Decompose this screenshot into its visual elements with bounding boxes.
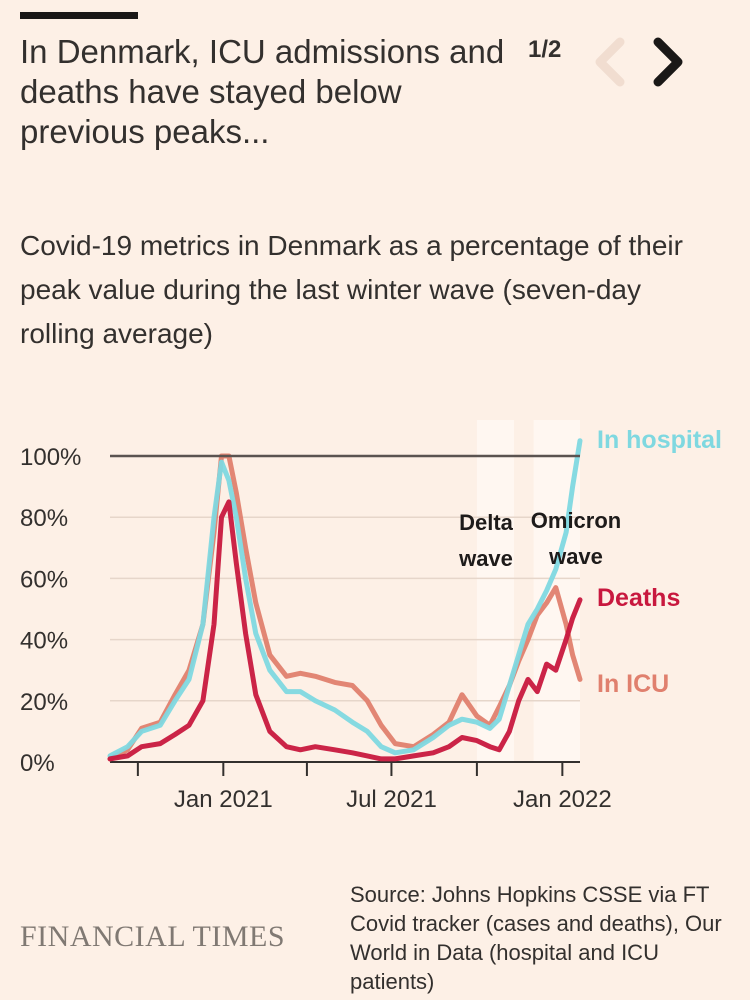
y-tick-label: 100% (20, 444, 81, 471)
wave-annotation-text: wave (548, 544, 603, 569)
x-tick-label: Jan 2021 (174, 786, 273, 813)
wave-annotation-text: wave (458, 546, 513, 571)
y-tick-label: 40% (20, 628, 68, 655)
chevron-left-icon[interactable] (590, 34, 630, 90)
page-indicator: 1/2 (528, 36, 562, 63)
series-label-deaths: Deaths (597, 584, 680, 612)
y-tick-label: 0% (20, 750, 55, 777)
y-tick-labels: 0% 20% 40% 60% 80% 100% (20, 444, 81, 777)
y-tick-label: 80% (20, 505, 68, 532)
wave-band-0 (476, 420, 515, 762)
y-tick-label: 20% (20, 689, 68, 716)
chevron-right-icon[interactable] (648, 34, 688, 90)
wave-annotation-text: Omicron (531, 508, 621, 533)
series-labels: In hospital In ICU Deaths (597, 426, 722, 698)
series-label-icu: In ICU (597, 670, 669, 698)
series-label-hospital: In hospital (597, 426, 722, 454)
ft-logo: FINANCIAL TIMES (20, 920, 286, 953)
wave-annotations: Delta wave Omicron wave (458, 508, 621, 571)
wave-bands (476, 420, 580, 762)
top-rule (20, 12, 138, 19)
x-tick-label: Jan 2022 (513, 786, 612, 813)
x-axis: Jan 2021 Jul 2021 Jan 2022 (110, 761, 612, 813)
chart-subtitle: Covid-19 metrics in Denmark as a percent… (20, 230, 683, 349)
headline: In Denmark, ICU admissions and deaths ha… (20, 33, 505, 150)
y-tick-label: 60% (20, 566, 68, 593)
series-line-deaths (107, 499, 583, 762)
x-tick-label: Jul 2021 (346, 786, 437, 813)
series-lines (107, 438, 583, 762)
source-note: Source: Johns Hopkins CSSE via FT Covid … (350, 882, 722, 994)
series-line-hospital (107, 438, 583, 759)
line-chart: 0%20%40%60%80%100% Jan 2021 Jul 2021 Jan 2… (20, 420, 722, 813)
wave-annotation-text: Delta (459, 510, 514, 535)
